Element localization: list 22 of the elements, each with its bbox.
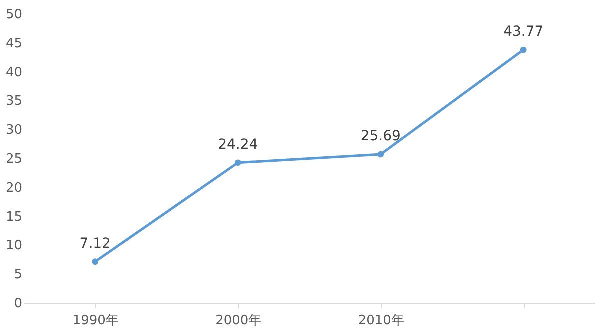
y-tick-label: 10 [6,238,22,254]
data-label: 7.12 [80,236,111,252]
point [378,151,384,158]
y-tick-label: 30 [6,123,22,138]
x-tick-label: 2010年 [358,314,404,328]
point [234,160,242,166]
point [520,46,527,54]
data-label: 43.77 [504,24,544,40]
data-label: 25.69 [360,128,401,145]
y-tick-label: 35 [6,94,22,110]
y-tick-label: 45 [6,36,22,52]
x-tick-label: 2000年 [216,314,262,328]
y-tick-label: 40 [6,65,22,80]
y-tick-label: 0 [14,296,22,312]
data-label: 24.24 [218,136,258,153]
x-tick-label: 1990年 [72,314,119,328]
point [92,258,99,265]
y-tick-label: 15 [6,210,22,225]
y-tick-label: 50 [6,8,22,22]
y-tick-label: 25 [6,152,22,167]
y-tick-label: 5 [14,268,22,283]
y-tick-label: 20 [6,180,22,196]
